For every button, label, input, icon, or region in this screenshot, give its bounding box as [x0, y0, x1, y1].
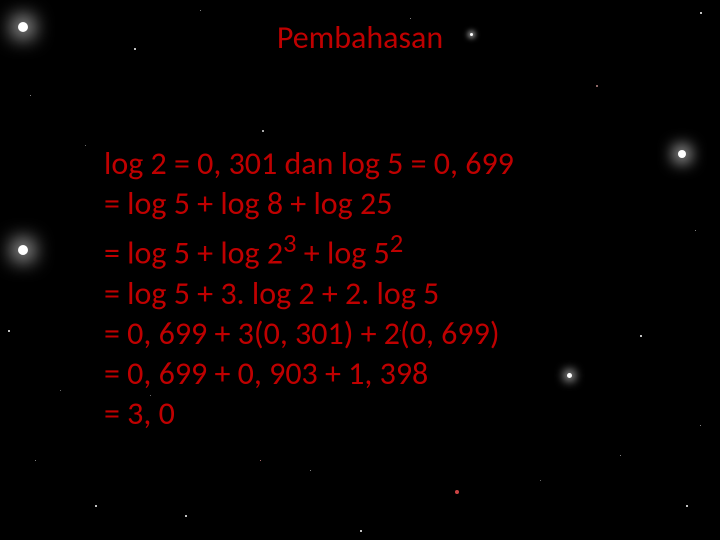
line-3-part-1: = log 5 + log 2: [104, 234, 283, 273]
line-7: = 3, 0: [104, 394, 514, 434]
line-3-part-2: + log 5: [297, 234, 390, 273]
slide-title: Pembahasan: [0, 18, 720, 57]
line-1: log 2 = 0, 301 dan log 5 = 0, 699: [104, 144, 514, 184]
line-3: = log 5 + log 23 + log 52: [104, 224, 514, 274]
line-6: = 0, 699 + 0, 903 + 1, 398: [104, 354, 514, 394]
line-3-sup-1: 3: [283, 228, 297, 260]
line-5: = 0, 699 + 3(0, 301) + 2(0, 699): [104, 314, 514, 354]
solution-body: log 2 = 0, 301 dan log 5 = 0, 699 = log …: [104, 144, 514, 434]
line-2: = log 5 + log 8 + log 25: [104, 184, 514, 224]
line-4: = log 5 + 3. log 2 + 2. log 5: [104, 274, 514, 314]
line-3-sup-2: 2: [390, 228, 404, 260]
